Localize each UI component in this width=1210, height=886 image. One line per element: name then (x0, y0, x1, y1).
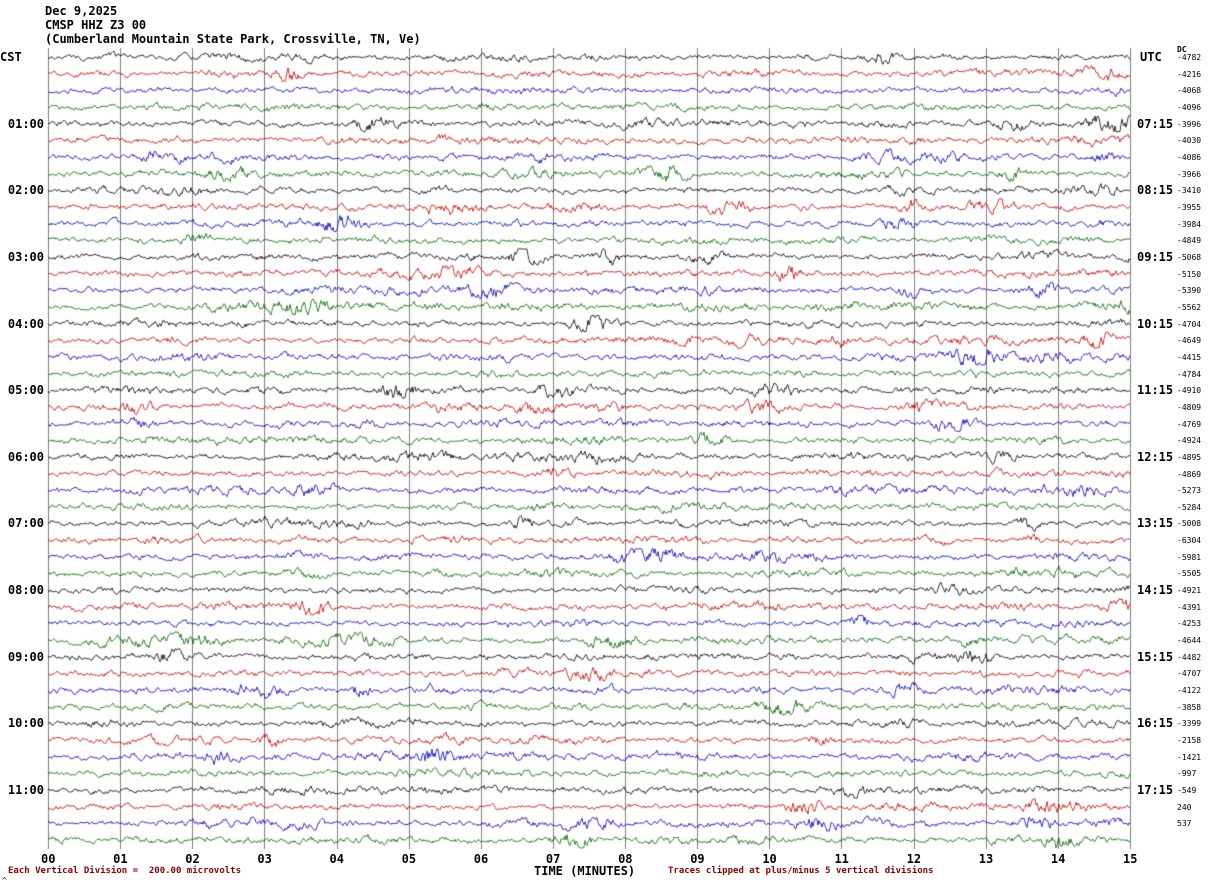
x-tick-label: 05 (401, 852, 417, 866)
dc-value: -3410 (1177, 186, 1202, 196)
hour-label: 02:00 (7, 183, 44, 198)
hour-label: 10:00 (7, 716, 44, 731)
dc-value: -4849 (1177, 236, 1202, 246)
x-tick-label: 07 (545, 852, 561, 866)
dc-value: 240 (1177, 802, 1192, 812)
utc-label: 08:15 (1137, 183, 1174, 198)
footer-clip-note: Traces clipped at plus/minus 5 vertical … (668, 866, 934, 876)
dc-value: -4784 (1177, 369, 1202, 379)
left-axis-header: CST (0, 50, 22, 64)
dc-value: -4216 (1177, 69, 1202, 79)
utc-label: 14:15 (1137, 583, 1174, 598)
dc-value: -4122 (1177, 686, 1202, 696)
utc-label: 13:15 (1137, 516, 1174, 531)
x-tick-label: 15 (1123, 852, 1138, 866)
right-axis-header: UTC (1140, 50, 1162, 64)
x-tick-label: 14 (1050, 852, 1066, 866)
dc-value: -4924 (1177, 436, 1202, 446)
hour-label: 09:00 (7, 649, 44, 664)
dc-value: -4415 (1177, 352, 1202, 362)
utc-label: 12:15 (1137, 449, 1174, 464)
utc-label: 11:15 (1137, 383, 1174, 398)
dc-value: -4707 (1177, 669, 1202, 679)
hour-label: 05:00 (7, 383, 44, 398)
x-tick-label: 10 (762, 852, 777, 866)
date-title: Dec 9,2025 (45, 4, 118, 18)
dc-value: -4030 (1177, 136, 1202, 146)
dc-value: -3966 (1177, 169, 1202, 179)
dc-value: -5390 (1177, 286, 1202, 296)
x-tick-label: 09 (690, 852, 705, 866)
dc-value: -5273 (1177, 486, 1202, 496)
x-tick-label: 11 (834, 852, 849, 866)
hour-label: 04:00 (7, 316, 44, 331)
hour-label: 07:00 (7, 516, 44, 531)
dc-value: -4910 (1177, 386, 1202, 396)
utc-label: 17:15 (1137, 783, 1174, 798)
station-location: (Cumberland Mountain State Park, Crossvi… (45, 32, 421, 46)
utc-label: 16:15 (1137, 716, 1174, 731)
dc-value: -4096 (1177, 102, 1202, 112)
x-tick-label: 06 (473, 852, 489, 866)
dc-value: -4253 (1177, 619, 1202, 629)
dc-value: -5981 (1177, 552, 1202, 562)
dc-value: -4086 (1177, 152, 1202, 162)
dc-value: -4809 (1177, 402, 1202, 412)
x-tick-label: 01 (113, 852, 128, 866)
footer-scale-note: Each Vertical Division = 200.00 microvol… (8, 866, 241, 876)
x-tick-label: 13 (978, 852, 994, 866)
dc-value: -2158 (1177, 736, 1202, 746)
dc-value: -4704 (1177, 319, 1202, 329)
dc-value: -5150 (1177, 269, 1202, 279)
dc-value: 537 (1177, 819, 1192, 829)
dc-value: -5008 (1177, 519, 1202, 529)
dc-value: -3399 (1177, 719, 1202, 729)
dc-value: -997 (1177, 769, 1197, 779)
dc-value: -5505 (1177, 569, 1202, 579)
hour-label: 06:00 (7, 449, 44, 464)
dc-value: -4644 (1177, 636, 1202, 646)
hour-label: 08:00 (7, 583, 44, 598)
dc-value: -1421 (1177, 752, 1202, 762)
dc-value: -6304 (1177, 536, 1202, 546)
dc-value: -3858 (1177, 702, 1202, 712)
dc-value: -4649 (1177, 336, 1202, 346)
dc-value: -3984 (1177, 219, 1202, 229)
hour-label: 01:00 (7, 116, 44, 131)
dc-value: -5562 (1177, 302, 1202, 312)
x-tick-label: 03 (257, 852, 272, 866)
dc-value: -5284 (1177, 502, 1202, 512)
utc-label: 15:15 (1137, 649, 1174, 664)
utc-label: 09:15 (1137, 249, 1174, 264)
dc-value: -4769 (1177, 419, 1202, 429)
dc-value: -5068 (1177, 252, 1202, 262)
dc-value: -3955 (1177, 202, 1202, 212)
x-axis-title: TIME (MINUTES) (534, 864, 636, 878)
utc-label: 10:15 (1137, 316, 1174, 331)
x-tick-label: 00 (41, 852, 56, 866)
dc-value: -4895 (1177, 452, 1202, 462)
dc-value: -4921 (1177, 586, 1202, 596)
station-title: CMSP HHZ Z3 00 (45, 18, 147, 32)
dc-value: -4068 (1177, 86, 1202, 96)
dc-value: -549 (1177, 786, 1197, 796)
dc-value: -4782 (1177, 53, 1202, 62)
dc-column-header: DC (1177, 45, 1187, 54)
hour-label: 11:00 (7, 783, 44, 798)
dc-value: -4391 (1177, 602, 1202, 612)
x-tick-label: 02 (185, 852, 200, 866)
x-tick-label: 12 (906, 852, 922, 866)
hour-label: 03:00 (7, 249, 44, 264)
utc-label: 07:15 (1137, 116, 1174, 131)
dc-value: -3996 (1177, 119, 1202, 129)
x-tick-label: 08 (618, 852, 633, 866)
dc-value: -4482 (1177, 652, 1202, 662)
dc-value: -4869 (1177, 469, 1202, 479)
x-tick-label: 04 (329, 852, 344, 866)
corner-mark: ^ (2, 876, 7, 885)
